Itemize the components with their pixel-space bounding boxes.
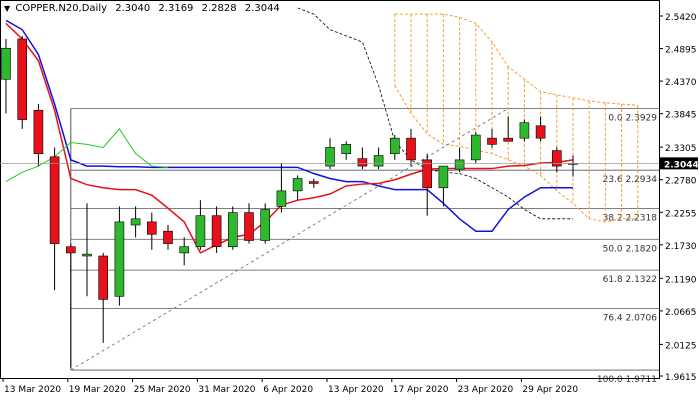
- candle: [308, 181, 319, 184]
- fib-level-label: 76.4 2.0706: [603, 313, 658, 323]
- fib-level-label: 100.0 1.9711: [597, 375, 657, 385]
- fib-level-label: 50.0 2.1820: [603, 244, 658, 254]
- y-tick-label: 2.2255: [665, 209, 697, 219]
- x-tick-label: 23 Apr 2020: [458, 385, 514, 395]
- candle: [406, 137, 416, 161]
- trendline: [70, 108, 509, 371]
- y-tick-label: 2.1730: [665, 242, 697, 252]
- candle: [114, 221, 125, 297]
- candle: [82, 253, 92, 257]
- candle: [244, 212, 254, 241]
- x-tick-label: 13 Apr 2020: [328, 385, 384, 395]
- candle: [503, 137, 514, 142]
- y-tick-label: 2.4895: [665, 46, 697, 56]
- x-tick-label: 19 Mar 2020: [69, 385, 126, 395]
- fib-level-label: 61.8 2.1322: [603, 275, 657, 285]
- candle: [66, 246, 76, 254]
- plot-frame: [0, 0, 660, 379]
- candle: [438, 165, 449, 189]
- candle: [130, 218, 141, 226]
- candle: [470, 134, 481, 161]
- candle: [276, 190, 287, 207]
- y-tick-label: 2.4370: [665, 78, 697, 88]
- symbol-label: COPPER.N20,Daily: [15, 3, 108, 14]
- fib-level-label: 0.0 2.3929: [608, 113, 657, 123]
- close-value: 2.3044: [244, 3, 280, 14]
- candle: [17, 38, 28, 120]
- open-value: 2.3040: [115, 3, 151, 14]
- candle: [551, 150, 562, 167]
- y-tick-label: 2.1190: [665, 275, 697, 285]
- candle: [147, 221, 157, 235]
- candle: [341, 144, 352, 154]
- indicator-line-1: [5, 22, 574, 254]
- candle: [228, 212, 238, 247]
- y-tick-label: 2.0125: [665, 341, 697, 351]
- y-tick-label: 2.0665: [665, 308, 697, 318]
- candle: [1, 47, 11, 80]
- current-price-tag: [660, 157, 698, 170]
- candle: [33, 109, 44, 154]
- y-tick-label: 1.9615: [665, 373, 697, 383]
- x-tick-label: 6 Apr 2020: [263, 385, 313, 395]
- candle: [487, 137, 497, 145]
- candle: [325, 147, 335, 167]
- y-tick-label: 2.2780: [665, 177, 697, 187]
- y-tick-label: 2.5420: [665, 13, 697, 23]
- cloud-top-line: [394, 13, 638, 106]
- indicator-line-2: [5, 128, 169, 183]
- candle: [373, 155, 384, 167]
- x-tick-label: 29 Apr 2020: [522, 385, 578, 395]
- y-tick-label: 2.3845: [665, 111, 697, 121]
- candle: [454, 159, 465, 170]
- candle: [519, 122, 530, 139]
- candle: [211, 215, 222, 247]
- candle: [260, 209, 271, 241]
- x-tick-label: 13 Mar 2020: [4, 385, 61, 395]
- candle: [179, 246, 189, 254]
- x-tick-label: 25 Mar 2020: [134, 385, 191, 395]
- candle: [357, 158, 368, 167]
- x-tick-label: 31 Mar 2020: [198, 385, 255, 395]
- dropdown-arrow-icon[interactable]: ▼: [4, 4, 11, 13]
- candle: [163, 230, 173, 244]
- current-price-label: 2.3044: [664, 160, 699, 170]
- fib-level-label: 23.6 2.2934: [603, 175, 658, 185]
- candle: [422, 159, 433, 189]
- indicator-line-0: [5, 19, 573, 232]
- candle: [195, 215, 206, 247]
- candle: [98, 255, 108, 300]
- high-value: 2.3169: [158, 3, 194, 14]
- candle: [535, 125, 546, 139]
- candle: [49, 156, 60, 244]
- y-tick-label: 2.3305: [665, 144, 697, 154]
- candle: [389, 137, 400, 154]
- x-tick-label: 17 Apr 2020: [393, 385, 449, 395]
- indicator-line-3: [297, 7, 573, 220]
- chart-header: ▼ COPPER.N20,Daily 2.3040 2.3169 2.2828 …: [4, 3, 280, 14]
- low-value: 2.2828: [201, 3, 237, 14]
- candle: [292, 178, 303, 192]
